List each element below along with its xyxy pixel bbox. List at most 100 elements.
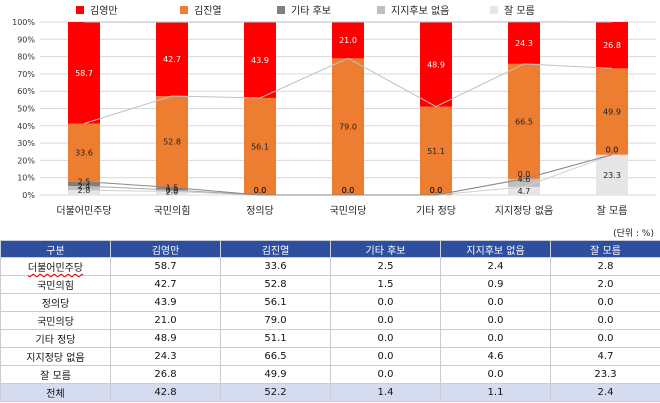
bar-segment [508, 186, 540, 195]
bar-segment [156, 96, 188, 188]
data-label: 0.0 [342, 186, 355, 195]
data-label: 0.0 [606, 146, 619, 155]
data-label: 2.4 [78, 182, 91, 191]
table-cell: 33.6 [220, 257, 331, 276]
y-tick-label: 50% [17, 105, 35, 114]
data-label: 24.3 [515, 39, 533, 48]
x-tick-label: 정의당 [246, 205, 274, 217]
data-label: 2.8 [78, 186, 91, 195]
table-cell: 21.0 [110, 311, 221, 330]
header-other-candidate: 기타 후보 [330, 240, 441, 258]
table-row: 더불어민주당 58.7 33.6 2.5 2.4 2.8 [0, 257, 660, 276]
table-cell: 0.0 [440, 329, 551, 348]
table-row: 국민의힘 42.7 52.8 1.5 0.9 2.0 [0, 275, 660, 294]
header-kim-youngman: 김영만 [110, 240, 221, 258]
bar-segment [508, 178, 540, 187]
table-cell: 0.0 [440, 311, 551, 330]
legend-item: 김영만 [76, 2, 118, 17]
row-label: 기타 정당 [0, 329, 111, 348]
legend-label: 김진열 [194, 6, 222, 17]
data-label: 0.0 [430, 186, 443, 195]
row-label: 국민의힘 [0, 275, 111, 294]
data-label: 1.5 [166, 183, 179, 192]
table-cell: 0.0 [330, 329, 441, 348]
table-cell: 49.9 [220, 365, 331, 384]
unit-label: (단위 : %) [613, 229, 654, 239]
legend-item: 잘 모름 [490, 2, 535, 17]
row-label: 정의당 [0, 293, 111, 312]
data-label: 26.8 [603, 41, 621, 50]
x-tick-label: 기타 정당 [416, 205, 456, 217]
header-kim-jinyeol: 김진열 [220, 240, 331, 258]
series-connector-line [83, 57, 613, 125]
legend-swatch [180, 5, 188, 14]
y-tick-label: 30% [17, 139, 35, 148]
x-tick-label: 더불어민주당 [56, 205, 111, 217]
legend-swatch [377, 5, 385, 14]
y-tick-label: 100% [12, 18, 35, 27]
table-cell: 48.9 [110, 329, 221, 348]
bar-segment [68, 190, 100, 195]
bar-segment [596, 68, 628, 155]
y-tick-label: 10% [17, 174, 35, 183]
data-label: 4.6 [518, 175, 531, 184]
legend-swatch [277, 5, 285, 14]
x-tick-label: 국민의힘 [154, 205, 191, 217]
y-tick-label: 80% [17, 53, 35, 62]
table-cell: 42.8 [110, 383, 221, 402]
row-label: 더불어민주당 [0, 257, 111, 276]
bar-segment [68, 22, 100, 124]
legend-label: 김영만 [90, 6, 118, 17]
table-cell: 0.0 [330, 311, 441, 330]
table-header-row: 구분 김영만 김진열 기타 후보 지지후보 없음 잘 모름 [0, 240, 660, 258]
y-tick-label: 0% [22, 191, 35, 200]
bar-segment [156, 187, 188, 190]
data-label: 0.0 [342, 186, 355, 195]
legend-label: 지지후보 없음 [391, 6, 450, 17]
bar-segment [244, 97, 276, 195]
data-label: 0.0 [430, 186, 443, 195]
table-row: 국민의당 21.0 79.0 0.0 0.0 0.0 [0, 311, 660, 330]
y-tick-label: 70% [17, 70, 35, 79]
bar-segment [596, 22, 628, 69]
y-tick-label: 20% [17, 156, 35, 165]
bar-segment [156, 189, 188, 192]
bar-segment [508, 63, 540, 179]
table-cell: 23.3 [550, 365, 660, 384]
data-label: 66.5 [515, 117, 533, 126]
table-cell: 52.2 [220, 383, 331, 402]
data-label: 0.0 [254, 186, 267, 195]
bar-segment [508, 21, 540, 64]
y-tick-label: 90% [17, 35, 35, 44]
data-label: 0.0 [254, 186, 267, 195]
table-cell: 43.9 [110, 293, 221, 312]
data-label: 79.0 [339, 123, 357, 132]
header-category: 구분 [0, 240, 111, 258]
table-cell: 4.6 [440, 347, 551, 366]
legend-label: 기타 후보 [291, 6, 331, 17]
legend-swatch [76, 5, 84, 14]
table-cell: 51.1 [220, 329, 331, 348]
x-tick-label: 지지정당 없음 [495, 204, 553, 217]
header-no-candidate: 지지후보 없음 [440, 240, 551, 258]
x-tick-label: 국민의당 [330, 205, 367, 217]
series-connector-line [83, 154, 613, 196]
bar-segment [156, 191, 188, 195]
table-cell: 79.0 [220, 311, 331, 330]
legend-item: 기타 후보 [277, 2, 331, 17]
data-label: 49.9 [603, 108, 621, 117]
data-label: 52.8 [163, 138, 181, 147]
row-label: 잘 모름 [0, 365, 111, 384]
table-cell: 1.5 [330, 275, 441, 294]
data-label: 0.0 [342, 186, 355, 195]
data-label: 33.6 [75, 149, 93, 158]
data-label: 0.0 [254, 186, 267, 195]
data-label: 48.9 [427, 60, 445, 69]
data-label: 2.5 [78, 178, 91, 187]
table-cell: 56.1 [220, 293, 331, 312]
data-table: 구분 김영만 김진열 기타 후보 지지후보 없음 잘 모름 더불어민주당 58.7… [0, 240, 660, 402]
bar-segment [156, 22, 188, 97]
data-label: 56.1 [251, 142, 269, 151]
legend-item: 김진열 [180, 2, 222, 17]
data-label: 23.3 [603, 171, 621, 180]
